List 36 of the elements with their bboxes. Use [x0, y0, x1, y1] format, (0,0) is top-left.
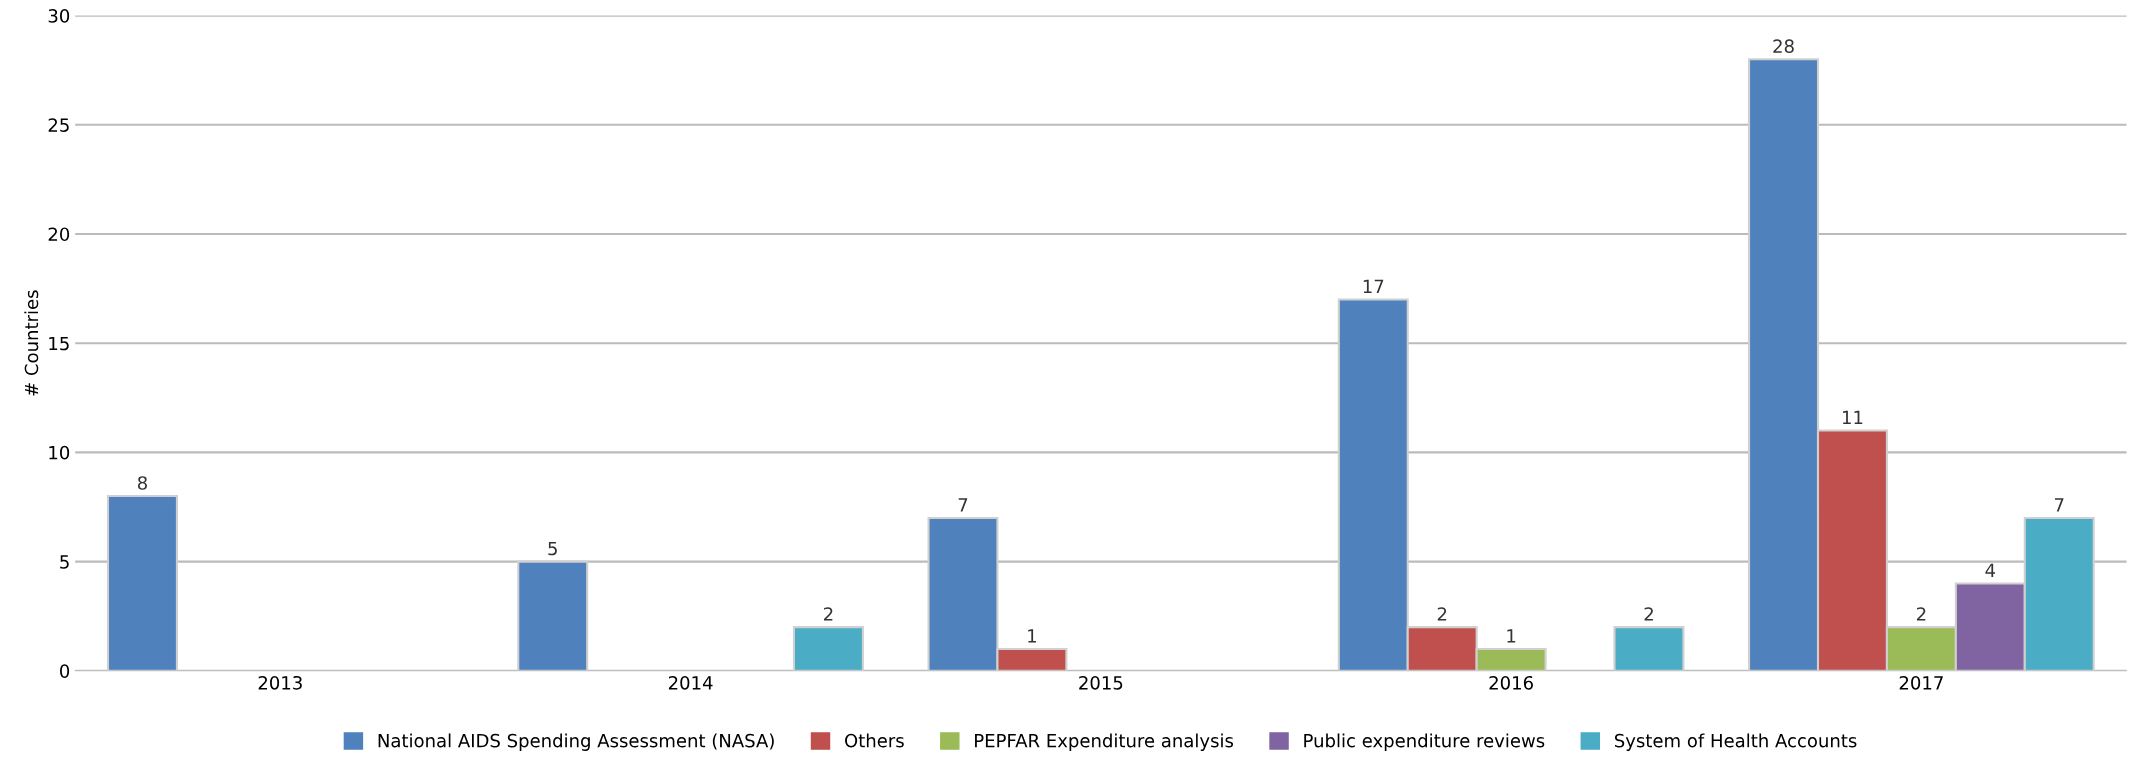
x-tick-label: 2015 — [1079, 675, 1123, 690]
x-tick-label: 2013 — [258, 675, 302, 690]
y-tick-label: 20 — [48, 227, 70, 242]
bar — [517, 560, 589, 671]
y-tick-label: 30 — [48, 9, 70, 23]
data-label: 1 — [1507, 629, 1516, 643]
x-tick-label: 2016 — [1489, 675, 1533, 690]
bar — [1613, 626, 1685, 671]
y-tick-label: 10 — [49, 445, 70, 460]
data-label: 4 — [1985, 563, 1996, 577]
y-tick-label: 15 — [49, 336, 69, 351]
y-tick-label: 25 — [48, 118, 69, 132]
data-label: 2 — [824, 607, 833, 621]
data-label: 28 — [1773, 39, 1794, 53]
data-label: 7 — [958, 498, 968, 512]
legend-label: National AIDS Spending Assessment (NASA) — [378, 733, 774, 751]
data-label: 2 — [1916, 607, 1926, 621]
legend-label: Others — [845, 733, 904, 748]
data-label: 7 — [2054, 498, 2064, 512]
y-axis-title: # Countries — [24, 290, 39, 396]
data-label: 1 — [1028, 629, 1036, 643]
x-tick-label: 2014 — [668, 675, 713, 690]
x-tick-label: 2017 — [1899, 675, 1943, 690]
legend-label: System of Health Accounts — [1614, 733, 1857, 751]
y-tick-label: 0 — [60, 664, 70, 678]
bar — [792, 626, 864, 671]
legend-label: PEPFAR Expenditure analysis — [975, 733, 1234, 751]
data-label: 8 — [137, 476, 147, 490]
data-label: 11 — [1842, 410, 1863, 425]
legend-label: Public expenditure reviews — [1304, 733, 1545, 751]
data-label: 5 — [548, 541, 557, 556]
data-label: 2 — [1644, 607, 1653, 621]
bar — [106, 495, 178, 671]
data-label: 2 — [1437, 607, 1447, 621]
data-label: 17 — [1363, 279, 1384, 293]
y-tick-label: 5 — [60, 555, 69, 569]
